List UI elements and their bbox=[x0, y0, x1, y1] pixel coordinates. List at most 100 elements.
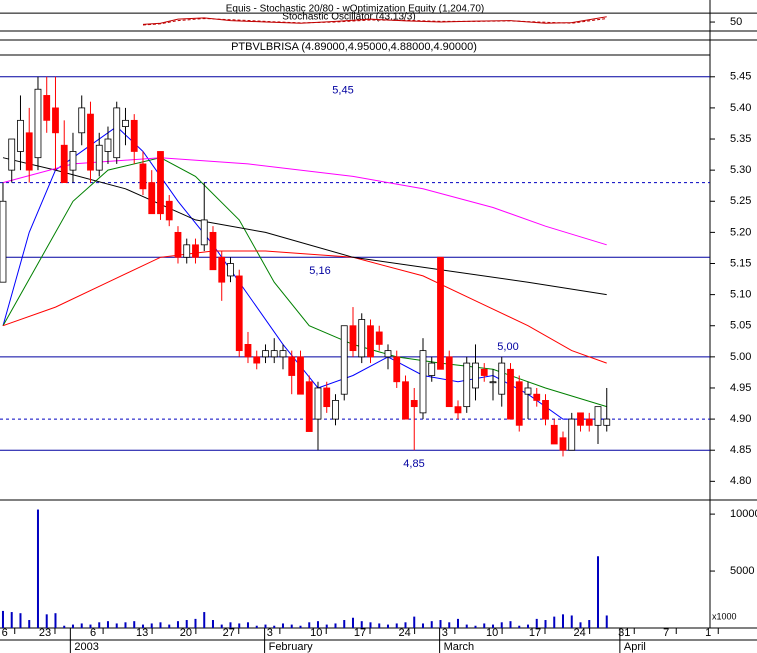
volume-bar bbox=[141, 624, 144, 628]
candle-body bbox=[480, 368, 488, 376]
candle-body bbox=[445, 356, 453, 408]
candle-body bbox=[0, 200, 7, 283]
volume-bar bbox=[150, 623, 153, 628]
candle-body bbox=[25, 132, 33, 171]
level-label: 5,45 bbox=[332, 85, 353, 97]
volume-bar bbox=[159, 622, 162, 628]
volume-bar bbox=[36, 509, 39, 628]
candle-body bbox=[43, 95, 51, 121]
candle-body bbox=[550, 424, 558, 445]
volume-bar bbox=[448, 622, 451, 628]
volume-bar bbox=[10, 612, 13, 628]
candle-body bbox=[402, 381, 409, 420]
volume-bar bbox=[334, 623, 337, 628]
stochastic-subtitle: Stochastic Oscillator (43.13/3) bbox=[282, 12, 415, 23]
month-label: March bbox=[444, 641, 475, 653]
volume-bar bbox=[483, 623, 486, 628]
candle-body bbox=[244, 344, 252, 358]
candle-body bbox=[498, 362, 506, 395]
volume-bar bbox=[63, 625, 66, 628]
month-label: February bbox=[269, 641, 314, 653]
candle-body bbox=[148, 182, 156, 215]
candle-body bbox=[270, 350, 278, 358]
volume-bar bbox=[500, 622, 503, 628]
volume-bar bbox=[264, 624, 267, 628]
candle-body bbox=[332, 400, 339, 420]
y-tick-label: 5.10 bbox=[730, 289, 751, 301]
volume-bar bbox=[439, 620, 442, 628]
unit-label: x1000 bbox=[712, 611, 737, 621]
y-tick-label: 4.80 bbox=[730, 475, 751, 487]
candle-body bbox=[305, 381, 313, 432]
volume-bar bbox=[430, 621, 433, 628]
volume-bar bbox=[588, 620, 591, 628]
candle-body bbox=[192, 244, 199, 258]
candle-body bbox=[78, 107, 86, 134]
volume-bar bbox=[474, 625, 477, 628]
x-tick-label: 17 bbox=[354, 627, 366, 639]
volume-bar bbox=[194, 618, 197, 628]
candle-body bbox=[104, 138, 112, 152]
volume-bar bbox=[98, 622, 101, 628]
candle-body bbox=[297, 356, 304, 395]
volume-bar bbox=[404, 622, 407, 628]
volume-bar bbox=[316, 621, 319, 628]
candle-body bbox=[95, 144, 103, 171]
candle-body bbox=[235, 275, 243, 352]
candle-body bbox=[253, 356, 261, 364]
volume-bar bbox=[395, 623, 398, 628]
x-tick-label: 7 bbox=[663, 627, 669, 639]
volume-bar bbox=[176, 621, 179, 628]
volume-bar bbox=[456, 618, 459, 628]
candle-body bbox=[410, 400, 418, 408]
volume-bar bbox=[299, 625, 302, 628]
volume-bar bbox=[220, 624, 223, 628]
volume-bar bbox=[45, 614, 48, 628]
candle-body bbox=[323, 387, 331, 408]
volume-bar bbox=[168, 624, 171, 628]
candle-body bbox=[87, 113, 94, 171]
candle-body bbox=[559, 437, 567, 451]
x-tick-label: 24 bbox=[573, 627, 585, 639]
x-tick-label: 6 bbox=[90, 627, 96, 639]
candle-body bbox=[367, 325, 374, 358]
volume-bar bbox=[570, 615, 573, 628]
indicator-line bbox=[142, 17, 607, 26]
volume-bar bbox=[518, 625, 521, 628]
candle-body bbox=[183, 244, 191, 258]
volume-bar bbox=[133, 621, 136, 628]
volume-bar bbox=[413, 616, 416, 628]
y-tick-label: 5.45 bbox=[730, 71, 751, 83]
indicator-line bbox=[2, 157, 607, 296]
candle-body bbox=[585, 418, 593, 426]
y-tick-label: 4.85 bbox=[730, 444, 751, 456]
volume-bar bbox=[185, 620, 188, 628]
volume-bar bbox=[80, 623, 83, 628]
candle-body bbox=[157, 151, 164, 215]
volume-bar bbox=[465, 624, 468, 628]
y-tick-label: 5.40 bbox=[730, 102, 751, 114]
candle-body bbox=[375, 331, 383, 345]
candle-body bbox=[69, 151, 77, 171]
candle-body bbox=[577, 412, 584, 426]
month-label: 2003 bbox=[74, 641, 98, 653]
candle-body bbox=[454, 406, 462, 414]
candle-body bbox=[227, 263, 234, 277]
candle-body bbox=[218, 256, 226, 283]
volume-bar bbox=[211, 620, 214, 628]
volume-bar bbox=[238, 623, 241, 628]
x-tick-label: 3 bbox=[442, 627, 448, 639]
x-tick-label: 10 bbox=[486, 627, 498, 639]
volume-bar bbox=[54, 613, 57, 628]
volume-bar bbox=[343, 620, 346, 628]
candle-body bbox=[533, 393, 541, 401]
candle-body bbox=[113, 107, 121, 159]
x-tick-label: 27 bbox=[223, 627, 235, 639]
volume-bar bbox=[28, 620, 31, 628]
candle-body bbox=[34, 88, 42, 159]
candle-body bbox=[60, 144, 68, 183]
candle-body bbox=[200, 219, 208, 246]
y-tick-label: 10000 bbox=[730, 508, 757, 520]
stochastic-title: Equis - Stochastic 20/80 - wOptimization… bbox=[226, 4, 484, 15]
